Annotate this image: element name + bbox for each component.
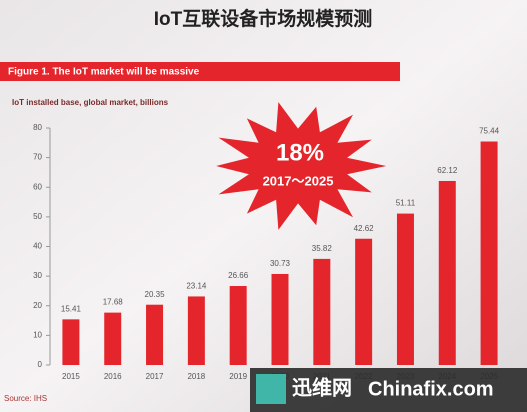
value-label: 20.35	[145, 290, 166, 299]
value-label: 30.73	[270, 259, 291, 268]
y-tick-label: 0	[38, 360, 43, 369]
bar	[313, 258, 331, 365]
starburst	[216, 102, 387, 230]
x-tick-label: 2018	[187, 372, 205, 381]
watermark-domain: Chinafix.com	[368, 378, 494, 400]
bar	[62, 319, 80, 365]
x-tick-label: 2015	[62, 372, 80, 381]
x-tick-label: 2019	[229, 372, 247, 381]
source: Source: IHS	[4, 394, 47, 403]
y-tick-label: 80	[33, 123, 42, 132]
y-tick-label: 50	[33, 212, 42, 221]
value-label: 35.82	[312, 244, 333, 253]
bar	[438, 180, 456, 365]
y-tick-label: 20	[33, 301, 42, 310]
value-label: 75.44	[479, 127, 500, 136]
value-label: 15.41	[61, 304, 82, 313]
figure-label: Figure 1. The IoT market will be massive	[8, 67, 200, 78]
slide-title: IoT互联设备市场规模预测	[154, 7, 373, 30]
watermark-logo	[256, 374, 286, 404]
bar	[271, 273, 289, 365]
bar	[146, 304, 164, 365]
value-label: 23.14	[186, 282, 207, 291]
bar	[355, 238, 373, 365]
figure-banner	[0, 62, 400, 81]
annotation-headline: 18%	[276, 139, 324, 166]
value-label: 26.66	[228, 271, 249, 280]
annotation-period: 2017～2025	[263, 173, 334, 188]
y-tick-label: 60	[33, 182, 42, 191]
value-label: 62.12	[437, 166, 458, 175]
x-tick-label: 2017	[146, 372, 164, 381]
y-tick-label: 10	[33, 330, 42, 339]
watermark-box	[250, 368, 527, 412]
value-label: 51.11	[396, 199, 416, 208]
y-tick-label: 30	[33, 271, 42, 280]
bar	[396, 213, 414, 365]
value-label: 42.62	[354, 224, 375, 233]
bar	[104, 312, 122, 365]
y-tick-label: 40	[33, 242, 42, 251]
bar	[187, 296, 205, 365]
value-label: 17.68	[103, 298, 124, 307]
watermark-site: 迅维网	[292, 375, 352, 399]
x-tick-label: 2016	[104, 372, 122, 381]
y-tick-label: 70	[33, 153, 42, 162]
bar	[229, 286, 247, 365]
chart-subtitle: IoT installed base, global market, billi…	[12, 98, 169, 107]
bar	[480, 141, 498, 365]
